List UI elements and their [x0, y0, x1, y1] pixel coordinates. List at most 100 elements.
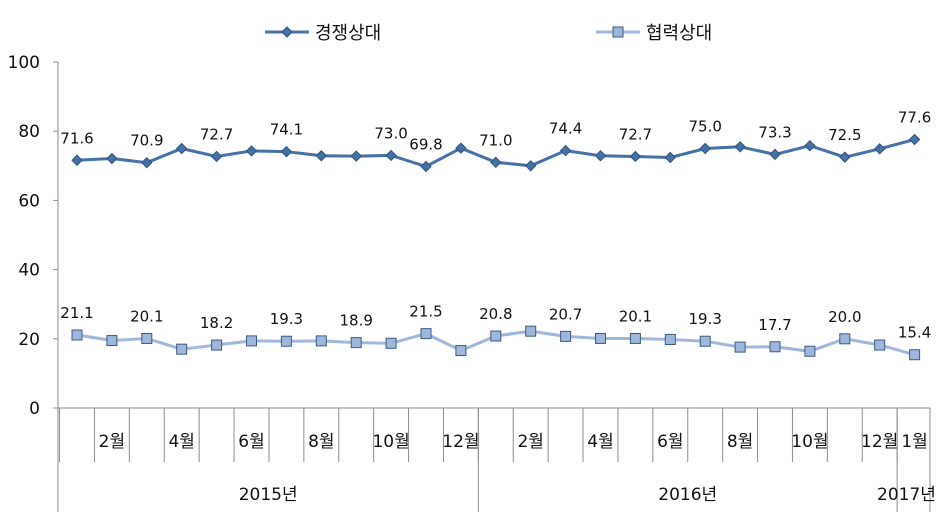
- x-tick-label: 1월: [901, 432, 927, 452]
- data-label: 20.7: [549, 305, 582, 323]
- data-label: 18.2: [200, 314, 233, 332]
- point-marker: [734, 341, 746, 353]
- point-marker: [350, 337, 362, 349]
- point-marker: [839, 151, 851, 163]
- legend-marker: [612, 26, 624, 38]
- y-tick-label: 60: [18, 191, 40, 211]
- data-label: 15.4: [898, 324, 931, 342]
- data-label: 77.6: [898, 109, 931, 127]
- data-label: 19.3: [270, 310, 303, 328]
- point-marker: [839, 333, 851, 345]
- data-label: 69.8: [409, 135, 442, 153]
- point-marker: [629, 332, 641, 344]
- x-tick-label: 4월: [168, 432, 194, 452]
- data-label: 74.4: [549, 120, 582, 138]
- year-label: 2015년: [239, 485, 298, 505]
- data-label: 20.1: [619, 307, 652, 325]
- y-tick-label: 40: [18, 261, 40, 281]
- data-label: 18.9: [339, 312, 372, 330]
- series-lines: [71, 133, 921, 361]
- point-marker: [490, 156, 502, 169]
- point-marker: [908, 133, 921, 146]
- point-marker: [559, 144, 572, 157]
- data-label: 70.9: [130, 132, 163, 150]
- point-marker: [106, 335, 118, 347]
- point-marker: [909, 349, 921, 361]
- point-marker: [350, 150, 362, 162]
- data-label: 20.1: [130, 307, 163, 325]
- x-tick-label: 6월: [657, 432, 683, 452]
- data-label: 21.1: [60, 304, 93, 322]
- point-marker: [71, 154, 83, 166]
- x-tick-label: 6월: [238, 432, 264, 452]
- point-marker: [664, 333, 676, 345]
- point-marker: [524, 160, 537, 172]
- point-marker: [525, 325, 537, 337]
- point-marker: [176, 343, 188, 355]
- point-marker: [141, 332, 153, 344]
- point-marker: [629, 150, 642, 163]
- point-marker: [874, 339, 886, 351]
- point-marker: [280, 335, 292, 347]
- x-tick-label: 8월: [308, 432, 334, 452]
- data-label: 72.5: [828, 126, 861, 144]
- year-label: 2016년: [658, 485, 717, 505]
- data-label: 72.7: [619, 125, 652, 143]
- point-marker: [594, 150, 607, 162]
- point-marker: [385, 337, 397, 349]
- point-marker: [490, 330, 502, 342]
- data-label: 75.0: [688, 118, 721, 136]
- point-marker: [804, 140, 816, 152]
- data-labels: 71.6 70.9 72.7 74.1 73.069.8 71.0 74.4 72.7 75.0…: [60, 109, 931, 342]
- point-marker: [769, 148, 781, 161]
- point-marker: [141, 156, 153, 169]
- point-marker: [245, 145, 258, 157]
- x-tick-label: 4월: [587, 432, 613, 452]
- legend-marker: [281, 26, 293, 38]
- point-marker: [315, 335, 327, 347]
- y-tick-label: 0: [29, 399, 40, 419]
- point-marker: [560, 330, 572, 342]
- point-marker: [804, 345, 816, 357]
- x-tick-label: 10월: [372, 432, 409, 452]
- legend-label: 경쟁상대: [315, 23, 381, 44]
- point-marker: [769, 341, 781, 353]
- x-tick-label: 8월: [727, 432, 753, 452]
- year-label: 2017년: [877, 485, 936, 505]
- data-label: 73.3: [758, 123, 791, 141]
- point-marker: [734, 141, 746, 153]
- data-label: 71.6: [60, 129, 93, 147]
- point-marker: [71, 329, 83, 341]
- point-marker: [246, 335, 257, 347]
- point-marker: [699, 142, 711, 155]
- x-tick-label: 2월: [517, 432, 543, 452]
- data-label: 19.3: [688, 310, 721, 328]
- x-tick-label: 12월: [442, 432, 479, 452]
- point-marker: [315, 150, 328, 162]
- axes: 0 20 40 60 80 100 2월 4월 6월 8월 10월 12월 2월 4월 6월 8월 10월 12월…: [8, 53, 936, 512]
- data-label: 17.7: [758, 316, 791, 334]
- data-label: 21.5: [409, 303, 442, 321]
- legend: 경쟁상대 협력상대: [265, 23, 712, 44]
- x-tick-label: 2월: [99, 432, 125, 452]
- y-tick-label: 20: [18, 330, 40, 350]
- point-marker: [664, 151, 677, 164]
- x-tick-label: 10월: [791, 432, 828, 452]
- data-label: 74.1: [270, 121, 303, 139]
- point-marker: [385, 149, 397, 162]
- legend-label: 협력상대: [646, 23, 712, 44]
- point-marker: [455, 345, 467, 357]
- point-marker: [873, 143, 886, 155]
- data-label: 20.0: [828, 308, 861, 326]
- y-tick-label: 100: [8, 53, 40, 73]
- point-marker: [175, 142, 188, 155]
- data-label: 73.0: [374, 124, 407, 142]
- point-marker: [420, 328, 432, 340]
- point-marker: [106, 152, 118, 165]
- point-marker: [420, 160, 432, 173]
- data-label: 20.8: [479, 305, 512, 323]
- point-marker: [455, 142, 467, 154]
- x-tick-label: 12월: [861, 432, 898, 452]
- y-tick-label: 80: [18, 122, 40, 142]
